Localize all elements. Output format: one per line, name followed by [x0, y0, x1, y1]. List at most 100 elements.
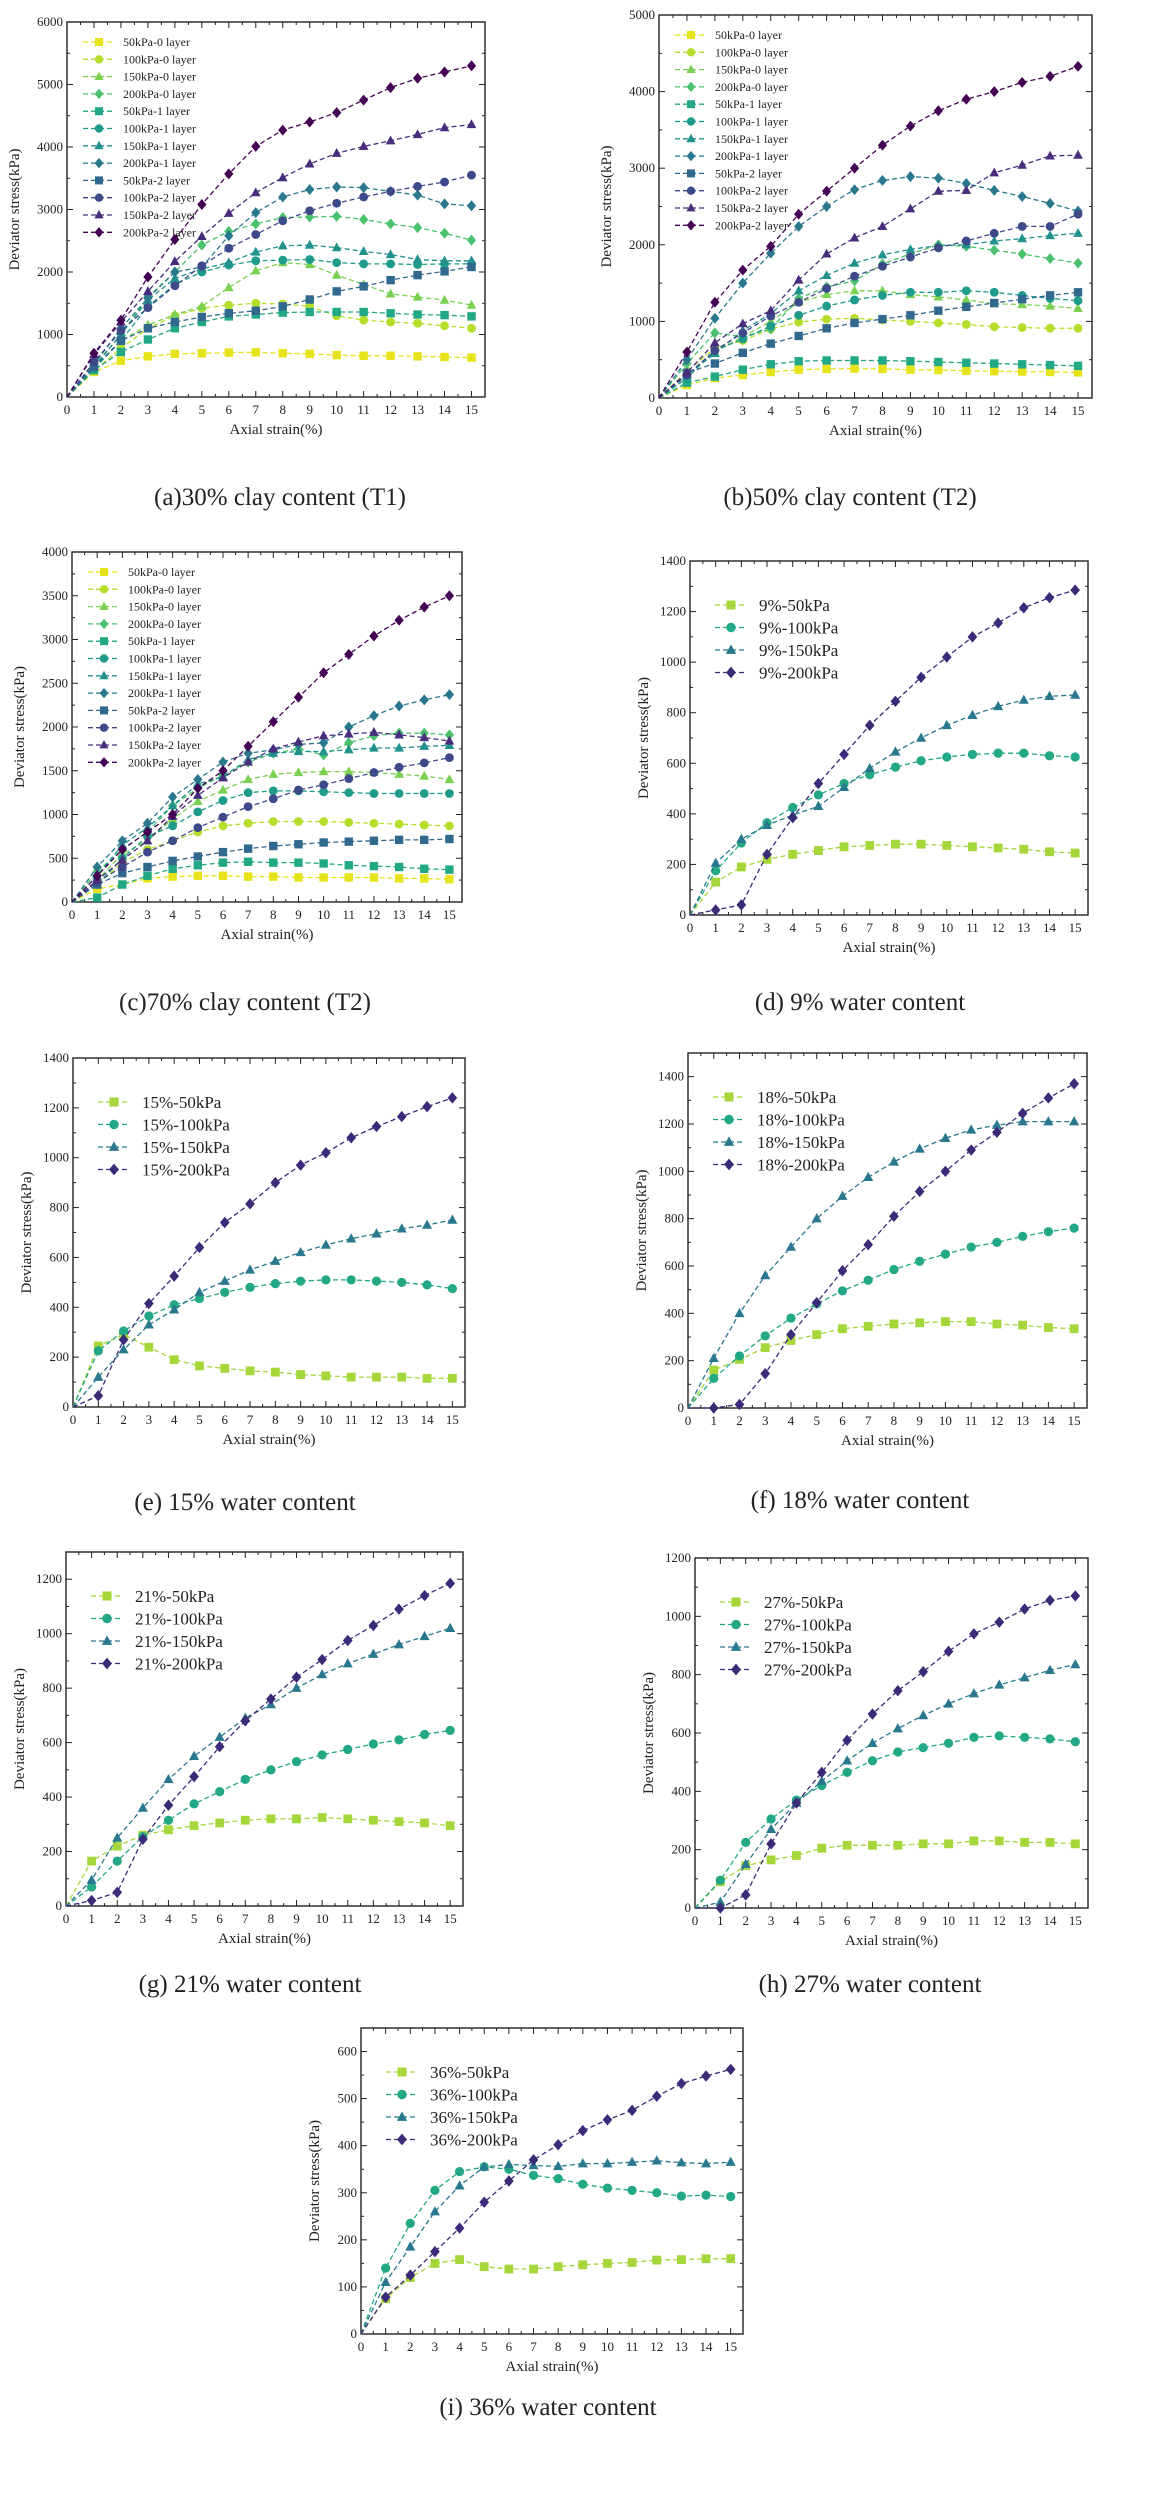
y-tick-label: 800: [672, 1667, 692, 1682]
data-point: [197, 199, 207, 210]
x-tick-label: 0: [70, 1412, 77, 1427]
data-point: [214, 1740, 225, 1753]
data-point: [788, 849, 798, 859]
data-point: [194, 1293, 205, 1304]
legend-marker: [102, 1657, 112, 1670]
data-point: [701, 2190, 711, 2200]
data-point: [708, 1402, 719, 1414]
legend-label: 15%-100kPa: [142, 1116, 230, 1135]
series-line: [689, 694, 1076, 916]
series-line: [658, 291, 1079, 399]
data-point: [1045, 70, 1055, 82]
data-point: [603, 2258, 612, 2268]
data-point: [1073, 209, 1083, 219]
series-15-100kpa: [72, 1275, 457, 1408]
data-point: [962, 302, 971, 312]
data-point: [381, 2263, 391, 2273]
data-point: [318, 746, 329, 756]
y-tick-label: 400: [43, 1789, 63, 1804]
series-100kpa-0-layer: [658, 313, 1083, 399]
data-point: [943, 1698, 954, 1708]
data-point: [291, 1671, 302, 1683]
legend-marker: [686, 150, 696, 162]
data-point: [137, 1833, 148, 1846]
legend-label: 18%-150kPa: [757, 1133, 845, 1152]
data-point: [224, 300, 234, 310]
data-point: [396, 1110, 407, 1123]
y-tick-label: 0: [56, 1898, 63, 1913]
data-point: [92, 861, 102, 873]
data-point: [734, 1351, 745, 1361]
data-point: [197, 301, 207, 310]
x-tick-label: 9: [293, 1911, 300, 1926]
data-point: [250, 246, 261, 256]
data-point: [1045, 1594, 1055, 1607]
data-point: [889, 1264, 899, 1275]
series-line: [66, 302, 472, 398]
data-point: [319, 787, 329, 797]
legend-label: 150kPa-0 layer: [123, 70, 196, 84]
data-point: [710, 337, 720, 347]
legend-marker: [686, 81, 696, 93]
data-point: [736, 833, 747, 843]
series-line: [658, 317, 1078, 399]
data-point: [994, 1679, 1005, 1689]
data-point: [966, 1317, 976, 1327]
data-point: [918, 1742, 928, 1753]
data-point: [240, 1715, 251, 1727]
data-point: [1018, 1231, 1028, 1242]
data-point: [343, 728, 354, 738]
x-tick-label: 4: [793, 1913, 800, 1928]
series-line: [658, 154, 1079, 399]
data-point: [1045, 291, 1055, 300]
data-point: [394, 769, 404, 778]
data-point: [794, 220, 804, 232]
data-point: [223, 257, 234, 267]
data-point: [193, 861, 203, 870]
data-point: [144, 1297, 154, 1310]
data-point: [961, 286, 971, 296]
series-line: [689, 589, 1076, 916]
data-point: [821, 201, 832, 212]
legend-item: 9%-100kPa: [715, 619, 839, 638]
data-point: [455, 2255, 464, 2265]
legend-marker: [99, 585, 109, 594]
x-tick-label: 13: [1017, 920, 1030, 935]
legend-label: 100kPa-1 layer: [123, 122, 196, 136]
legend-label: 200kPa-0 layer: [715, 80, 788, 94]
y-tick-label: 600: [672, 1725, 692, 1740]
data-point: [305, 349, 314, 359]
data-point: [445, 875, 454, 884]
data-point: [218, 784, 228, 794]
data-point: [715, 1896, 726, 1906]
x-tick-label: 2: [119, 907, 126, 922]
data-point: [268, 743, 279, 753]
x-tick-label: 11: [968, 1913, 981, 1928]
data-point: [224, 168, 234, 180]
data-point: [369, 836, 379, 845]
data-point: [385, 218, 396, 230]
series-21-200kpa: [65, 1577, 456, 1907]
x-tick-label: 7: [245, 907, 252, 922]
data-point: [332, 198, 342, 208]
data-point: [291, 1757, 302, 1767]
data-point: [1045, 367, 1055, 377]
data-point: [1073, 368, 1083, 377]
series-27-50kpa: [694, 1836, 1080, 1909]
data-point: [992, 1237, 1002, 1247]
data-point: [223, 208, 234, 217]
x-tick-label: 2: [736, 1413, 743, 1428]
data-point: [933, 318, 943, 328]
series-18-150kpa: [687, 1116, 1080, 1409]
data-point: [738, 365, 748, 374]
data-point: [243, 788, 253, 798]
legend-marker: [731, 1597, 741, 1607]
data-point: [394, 835, 404, 845]
data-point: [368, 1648, 379, 1658]
x-tick-label: 3: [768, 1913, 775, 1928]
data-point: [394, 1817, 404, 1826]
data-point: [761, 819, 773, 829]
data-point: [967, 631, 978, 643]
legend-item: 21%-50kPa: [91, 1587, 215, 1606]
data-point: [710, 372, 720, 381]
